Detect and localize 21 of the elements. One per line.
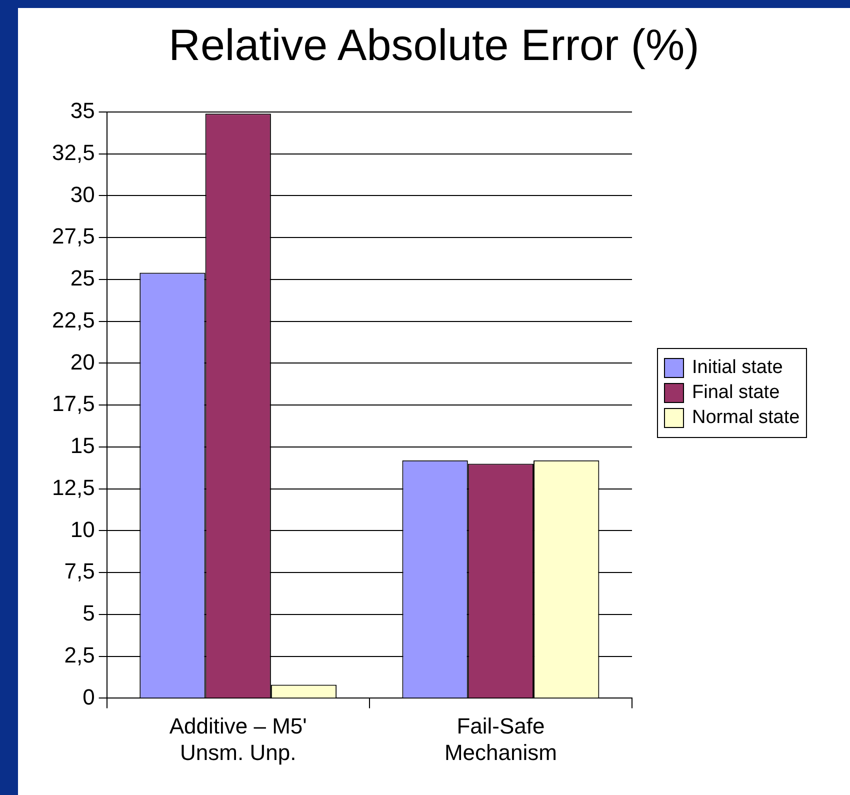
y-tick-label: 15 — [70, 433, 95, 458]
y-tick-label: 0 — [82, 684, 95, 710]
legend-label: Normal state — [692, 407, 800, 429]
legend-label: Initial state — [692, 357, 783, 379]
y-tick-label: 32,5 — [52, 140, 95, 165]
legend-label: Final state — [692, 382, 780, 404]
y-tick-label: 10 — [70, 516, 95, 542]
y-tick-label: 25 — [70, 266, 95, 291]
y-tick-label: 22,5 — [52, 307, 95, 332]
chart-title: Relative Absolute Error (%) — [168, 20, 700, 72]
y-tick-label: 20 — [70, 349, 95, 374]
y-tick-label: 27,5 — [52, 224, 95, 249]
x-tick-label: Fail-Safe Mechanism — [444, 713, 557, 765]
y-tick-label: 17,5 — [52, 391, 95, 416]
y-tick-label: 12,5 — [52, 474, 95, 500]
y-tick-label: 5 — [82, 600, 95, 626]
y-tick-label: 7,5 — [64, 558, 95, 584]
y-tick-label: 35 — [70, 98, 95, 124]
y-tick-label: 2,5 — [64, 642, 95, 668]
y-tick-label: 30 — [70, 182, 95, 207]
x-tick-label: Additive – M5' Unsm. Unp. — [169, 713, 307, 765]
